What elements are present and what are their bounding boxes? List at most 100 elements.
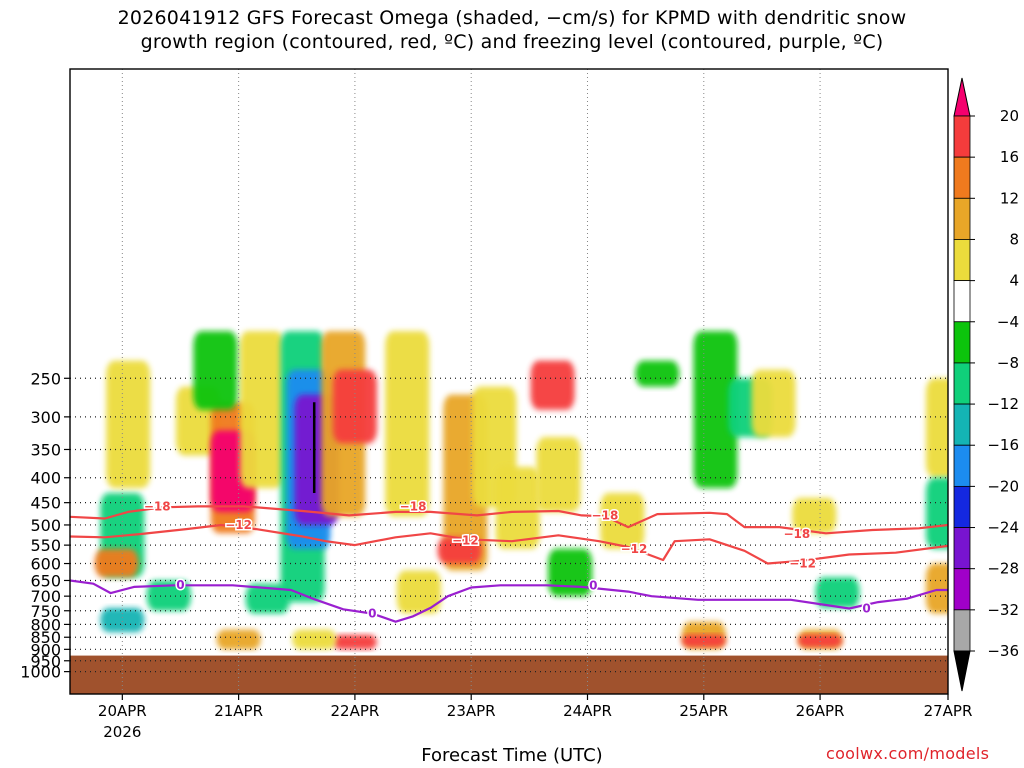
colorbar-swatch (953, 609, 971, 652)
colorbar-swatch (953, 321, 971, 364)
omega-cell (239, 331, 284, 489)
surface-terrain-layer (70, 655, 948, 694)
contour-label: −18 (592, 508, 619, 522)
chart-title-line-1: 2026041912 GFS Forecast Omega (shaded, −… (117, 7, 907, 29)
x-tick-label: 23APR (447, 702, 496, 720)
omega-cell (94, 548, 139, 578)
contour-label: −18 (400, 499, 427, 513)
colorbar-swatch (953, 239, 971, 282)
contour--12 (70, 523, 948, 565)
contour-label: −12 (789, 557, 816, 571)
surface-fill (70, 655, 948, 694)
omega-cell (530, 360, 575, 410)
omega-cell (146, 580, 191, 611)
y-tick-label: 950 (30, 652, 61, 671)
y-tick-label: 650 (30, 571, 61, 590)
omega-cell (751, 369, 796, 438)
colorbar-label: −32 (987, 601, 1019, 619)
omega-cell (396, 570, 441, 614)
y-tick-label: 300 (30, 408, 61, 427)
omega-cell (495, 466, 540, 549)
contour-label: −12 (621, 542, 648, 556)
colorbar-label: −28 (987, 560, 1019, 578)
omega-cell (693, 331, 738, 489)
omega-cell (332, 634, 377, 650)
omega-cell (548, 548, 593, 597)
y-tick-label: 750 (30, 602, 61, 621)
colorbar-swatch (953, 444, 971, 487)
colorbar-swatch (953, 115, 971, 158)
colorbar-label: −8 (997, 354, 1019, 372)
omega-cell (216, 629, 261, 650)
x-tick-label: 24APR (563, 702, 612, 720)
x-tick-label: 26APR (796, 702, 845, 720)
omega-cell (600, 493, 645, 549)
colorbar-label: −36 (987, 642, 1019, 660)
y-tick-label: 550 (30, 536, 61, 555)
omega-cell (926, 477, 948, 549)
x-tick-label: 21APR (214, 702, 263, 720)
omega-cell (635, 360, 680, 387)
chart-title-line-2: growth region (contoured, red, ºC) and f… (140, 31, 884, 53)
contour-label: 0 (176, 578, 184, 592)
x-axis: 20APR 2026 21APR 22APR 23APR 24APR 25APR 26APR 2… (98, 694, 972, 741)
colorbar-label: 8 (1009, 230, 1019, 248)
contour-label: −12 (452, 533, 479, 547)
colorbar-swatch (953, 280, 971, 323)
colorbar-label: 20 (1000, 107, 1019, 125)
y-tick-label: 600 (30, 555, 61, 574)
colorbar-label: 4 (1009, 272, 1019, 290)
contour-0 (70, 579, 948, 623)
omega-cell (926, 563, 948, 614)
omega-cell (437, 537, 482, 564)
omega-cell (245, 583, 290, 614)
y-tick-label: 250 (30, 369, 61, 388)
x-axis-label: Forecast Time (UTC) (421, 745, 603, 766)
y-tick-label: 700 (30, 587, 61, 606)
y-axis: 2503003504004505005506006507007508008509… (20, 369, 70, 682)
colorbar-swatch (953, 362, 971, 405)
plot-frame (69, 68, 949, 695)
omega-cell (100, 607, 145, 633)
contour-label: 0 (368, 607, 376, 621)
colorbar-swatch (953, 485, 971, 528)
y-tick-label: 850 (30, 628, 61, 647)
colorbar-label: −16 (987, 436, 1019, 454)
x-tick-sublabel: 2026 (103, 723, 141, 741)
x-tick-label: 25APR (679, 702, 728, 720)
colorbar-swatch (953, 527, 971, 570)
y-tick-label: 400 (30, 469, 61, 488)
colorbar-label: −20 (987, 477, 1019, 495)
contour-label: −12 (225, 518, 252, 532)
x-tick-label: 22APR (330, 702, 379, 720)
contour-layer: −18 −18 −18 −18 −12 −12 −12 −12 0 0 0 0 (70, 402, 948, 623)
omega-cell (292, 629, 337, 650)
x-tick-label: 20APR (98, 702, 147, 720)
colorbar-top-arrow (953, 77, 971, 117)
omega-cell (798, 634, 843, 647)
omega-cell (106, 360, 151, 489)
colorbar-swatch (953, 403, 971, 446)
colorbar-swatch (953, 197, 971, 240)
contour--18 (70, 505, 948, 535)
colorbar: 20 16 12 8 4 −4 −8 −12 −16 −20 −24 −28 −32 −36 (953, 77, 1019, 692)
contour-label: −18 (783, 527, 810, 541)
y-tick-label: 350 (30, 440, 61, 459)
y-tick-label: 500 (30, 516, 61, 535)
credit-link[interactable]: coolwx.com/models (826, 744, 990, 763)
x-tick-label: 27APR (924, 702, 973, 720)
y-tick-label: 900 (30, 640, 61, 659)
grid-layer (70, 69, 948, 694)
omega-cell (536, 437, 581, 512)
colorbar-swatch (953, 568, 971, 611)
y-tick-label: 800 (30, 615, 61, 634)
contour-label: 0 (862, 601, 870, 615)
colorbar-swatch (953, 156, 971, 199)
contour-label: 0 (589, 579, 597, 593)
colorbar-label: −24 (987, 519, 1019, 537)
omega-cell (926, 378, 948, 478)
colorbar-bottom-arrow (953, 650, 971, 692)
y-tick-label: 450 (30, 494, 61, 513)
colorbar-label: −4 (997, 313, 1019, 331)
